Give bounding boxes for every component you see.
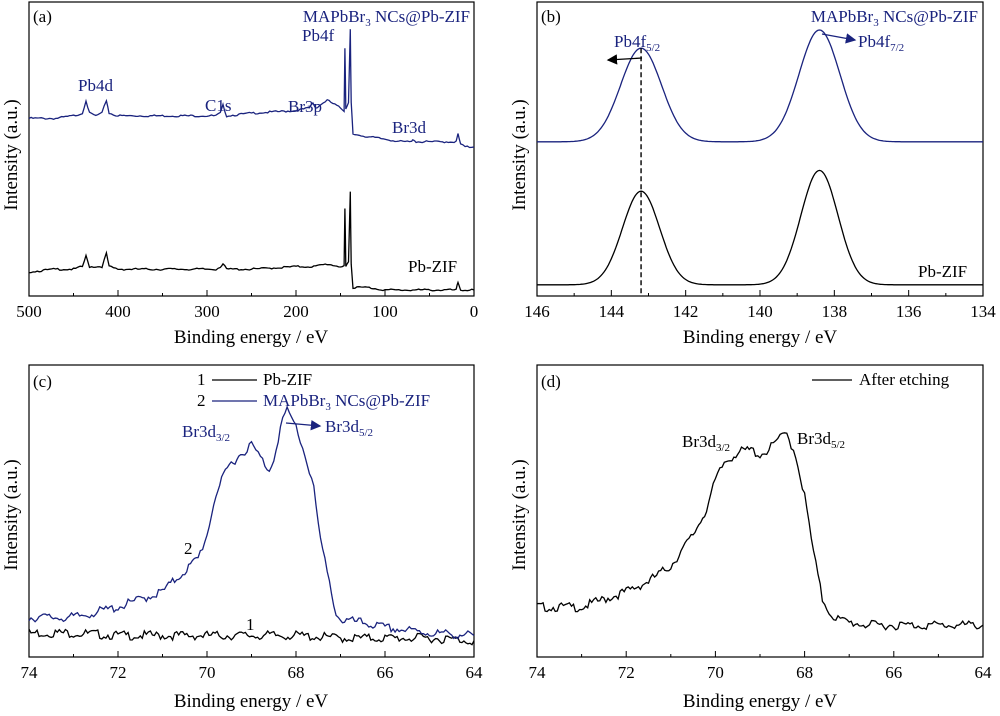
panel-d-peak-br3d32: Br3d3/2 xyxy=(682,432,730,454)
panel-a-sample-label-bottom: Pb-ZIF xyxy=(408,257,457,276)
panel-d-legend: After etching xyxy=(812,370,950,389)
panel-d-y-axis-title: Intensity (a.u.) xyxy=(509,459,530,570)
panel-c: (c) 74 72 70 68 66 64 Binding energy / eV Int… xyxy=(1,364,484,712)
panel-c-y-axis-title: Intensity (a.u.) xyxy=(1,459,22,570)
panel-b-sample-label-bottom: Pb-ZIF xyxy=(918,262,967,281)
x-tick-label: 64 xyxy=(466,663,484,682)
panel-a-sample-label-top: MAPbBr3 NCs@Pb-ZIF xyxy=(303,7,470,29)
series-line-2 xyxy=(537,169,983,286)
panel-b-x-axis-title: Binding energy / eV xyxy=(683,327,838,348)
panel-d-label: (d) xyxy=(541,372,561,391)
panel-d-x-ticks: 74 72 70 68 66 64 xyxy=(529,651,993,682)
panel-d-series xyxy=(536,432,984,631)
panel-b-y-axis-title: Intensity (a.u.) xyxy=(509,99,530,210)
x-tick-label: 138 xyxy=(822,302,848,321)
x-tick-label: 136 xyxy=(896,302,922,321)
x-tick-label: 100 xyxy=(372,302,398,321)
x-tick-label: 142 xyxy=(673,302,699,321)
panel-b-label: (b) xyxy=(541,7,561,26)
panel-d-x-axis-title: Binding energy / eV xyxy=(683,691,838,712)
x-tick-label: 64 xyxy=(975,663,993,682)
x-tick-label: 140 xyxy=(747,302,773,321)
panel-c-x-axis-title: Binding energy / eV xyxy=(174,691,329,712)
legend-2-label: MAPbBr3 NCs@Pb-ZIF xyxy=(263,391,430,413)
series-line-1 xyxy=(28,29,475,149)
panel-c-series xyxy=(28,405,475,646)
series-line-1 xyxy=(536,432,984,631)
panel-d-frame xyxy=(536,364,984,658)
panel-c-peak-br3d52: Br3d5/2 xyxy=(325,417,373,439)
panel-a-x-ticks: 500 400 300 200 100 0 xyxy=(16,290,478,321)
series-line-1 xyxy=(537,29,983,143)
panel-b-series xyxy=(537,29,983,286)
panel-b-frame xyxy=(536,1,984,297)
x-tick-label: 70 xyxy=(199,663,216,682)
panel-a-x-axis-title: Binding energy / eV xyxy=(174,327,329,348)
panel-a-peak-br3p: Br3p xyxy=(288,97,322,116)
panel-c-x-ticks: 74 72 70 68 66 64 xyxy=(21,651,484,682)
panel-b-sample-label-top: MAPbBr3 NCs@Pb-ZIF xyxy=(811,7,978,29)
panel-a-peak-br3d: Br3d xyxy=(392,118,427,137)
panel-a-label: (a) xyxy=(33,7,52,26)
legend-2-number: 2 xyxy=(197,391,206,410)
x-tick-label: 300 xyxy=(194,302,220,321)
x-tick-label: 400 xyxy=(105,302,131,321)
x-tick-label: 146 xyxy=(524,302,550,321)
panel-d-peak-br3d52: Br3d5/2 xyxy=(797,429,845,451)
legend-after-etching-label: After etching xyxy=(859,370,950,389)
panel-d: (d) 74 72 70 68 66 64 Binding energy / eV Int… xyxy=(509,364,993,712)
panel-c-arrow xyxy=(285,420,322,431)
x-tick-label: 144 xyxy=(599,302,625,321)
panel-b-peak-pb4f72: Pb4f7/2 xyxy=(858,32,904,54)
x-tick-label: 70 xyxy=(707,663,724,682)
x-tick-label: 0 xyxy=(470,302,479,321)
panel-b-peak-pb4f52: Pb4f5/2 xyxy=(614,32,660,54)
panel-c-curve-1-label: 1 xyxy=(246,615,255,634)
x-tick-label: 200 xyxy=(283,302,309,321)
x-tick-label: 74 xyxy=(529,663,547,682)
x-tick-label: 500 xyxy=(16,302,42,321)
x-tick-label: 74 xyxy=(21,663,39,682)
panel-c-peak-br3d32: Br3d3/2 xyxy=(182,422,230,444)
panel-a: (a) 500 400 300 200 100 0 Binding energy / eV… xyxy=(1,1,478,348)
x-tick-label: 68 xyxy=(796,663,813,682)
x-tick-label: 72 xyxy=(618,663,635,682)
x-tick-label: 72 xyxy=(110,663,127,682)
panel-a-peak-pb4d: Pb4d xyxy=(78,76,113,95)
x-tick-label: 68 xyxy=(288,663,305,682)
panel-c-curve-2-label: 2 xyxy=(184,539,193,558)
x-tick-label: 134 xyxy=(970,302,996,321)
series-line-2 xyxy=(28,405,475,640)
legend-1-number: 1 xyxy=(197,370,206,389)
panel-c-legend: 1 Pb-ZIF 2 MAPbBr3 NCs@Pb-ZIF xyxy=(197,370,430,413)
panel-a-series xyxy=(28,29,475,292)
panel-c-label: (c) xyxy=(33,372,52,391)
panel-b-x-ticks: 146 144 142 140 138 136 134 xyxy=(524,290,996,321)
series-line-2 xyxy=(28,191,475,292)
x-tick-label: 66 xyxy=(885,663,902,682)
x-tick-label: 66 xyxy=(377,663,394,682)
panel-b: (b) 146 144 142 140 138 136 134 Binding energy… xyxy=(509,1,996,348)
panel-a-frame xyxy=(28,1,475,297)
panel-a-peak-c1s: C1s xyxy=(205,96,231,115)
series-line-1 xyxy=(28,628,475,646)
panel-b-arrow-right xyxy=(821,33,857,44)
panel-a-peak-pb4f: Pb4f xyxy=(302,26,334,45)
panel-a-y-axis-title: Intensity (a.u.) xyxy=(1,99,22,210)
legend-1-label: Pb-ZIF xyxy=(263,370,312,389)
panel-b-arrow-left xyxy=(606,54,643,65)
